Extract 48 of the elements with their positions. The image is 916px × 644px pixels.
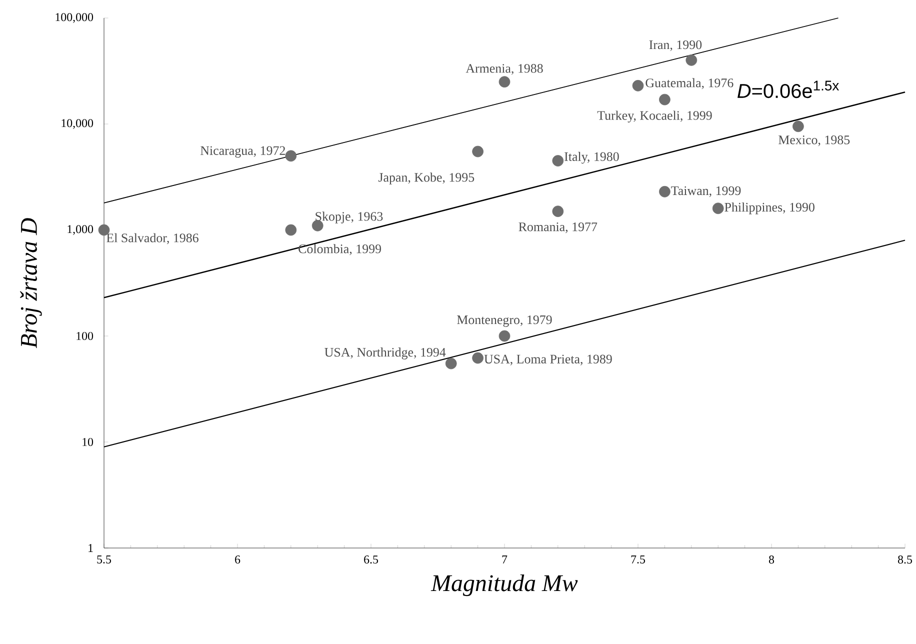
- point: [445, 358, 457, 370]
- annotation: Italy, 1980: [564, 152, 619, 164]
- annotation: Armenia, 1988: [466, 64, 543, 75]
- annotation: D=0.06e$^{1.5x}$: [738, 80, 840, 98]
- x-tick-label: 6.5: [364, 556, 378, 564]
- x-tick-label: 7: [502, 556, 508, 564]
- annotation: Skopje, 1963: [316, 212, 383, 224]
- y-tick-label: 100,000: [56, 13, 94, 23]
- point: [472, 146, 484, 158]
- point: [792, 120, 804, 132]
- point: [659, 186, 670, 198]
- y-tick-label: 10: [82, 438, 94, 446]
- point: [712, 202, 724, 214]
- y-axis-title: Broj žrtava D: [20, 218, 42, 348]
- annotation: Romania, 1977: [518, 222, 598, 234]
- annotation: Taiwan, 1999: [671, 186, 741, 197]
- annotation: USA, Loma Prieta, 1989: [484, 354, 612, 366]
- y-tick-label: 1,000: [68, 225, 94, 235]
- x-axis-title: Magnituda Mw: [430, 574, 578, 596]
- y-tick-label: 100: [76, 332, 94, 340]
- x-tick-label: 8: [768, 556, 774, 564]
- point: [472, 352, 484, 364]
- annotation: Iran, 1990: [649, 40, 702, 52]
- annotation: Turkey, Kocaeli, 1999: [597, 110, 712, 123]
- y-tick-label: 10,000: [62, 119, 94, 129]
- annotation: Mexico, 1985: [778, 136, 850, 146]
- annotation: Japan, Kobe, 1995: [378, 172, 474, 184]
- annotation: Nicaragua, 1972: [200, 146, 286, 158]
- x-tick-label: 6: [235, 556, 240, 564]
- annotation: USA, Northridge, 1994: [324, 348, 446, 360]
- annotation: Philippines, 1990: [724, 202, 814, 214]
- point: [285, 224, 297, 236]
- x-tick-label: 7.5: [631, 556, 646, 564]
- point: [686, 54, 698, 66]
- point: [498, 76, 510, 88]
- point: [285, 150, 297, 162]
- annotation: Colombia, 1999: [298, 244, 381, 256]
- point: [659, 94, 670, 106]
- annotation: Montenegro, 1979: [457, 315, 552, 327]
- point: [632, 80, 644, 92]
- point: [552, 155, 564, 166]
- point: [498, 330, 510, 342]
- annotation: Guatemala, 1976: [646, 78, 734, 90]
- annotation: El Salvador, 1986: [106, 233, 198, 244]
- x-tick-label: 8.5: [898, 556, 912, 564]
- point: [552, 206, 564, 218]
- x-tick-label: 5.5: [97, 556, 112, 564]
- y-tick-label: 1: [88, 544, 93, 552]
